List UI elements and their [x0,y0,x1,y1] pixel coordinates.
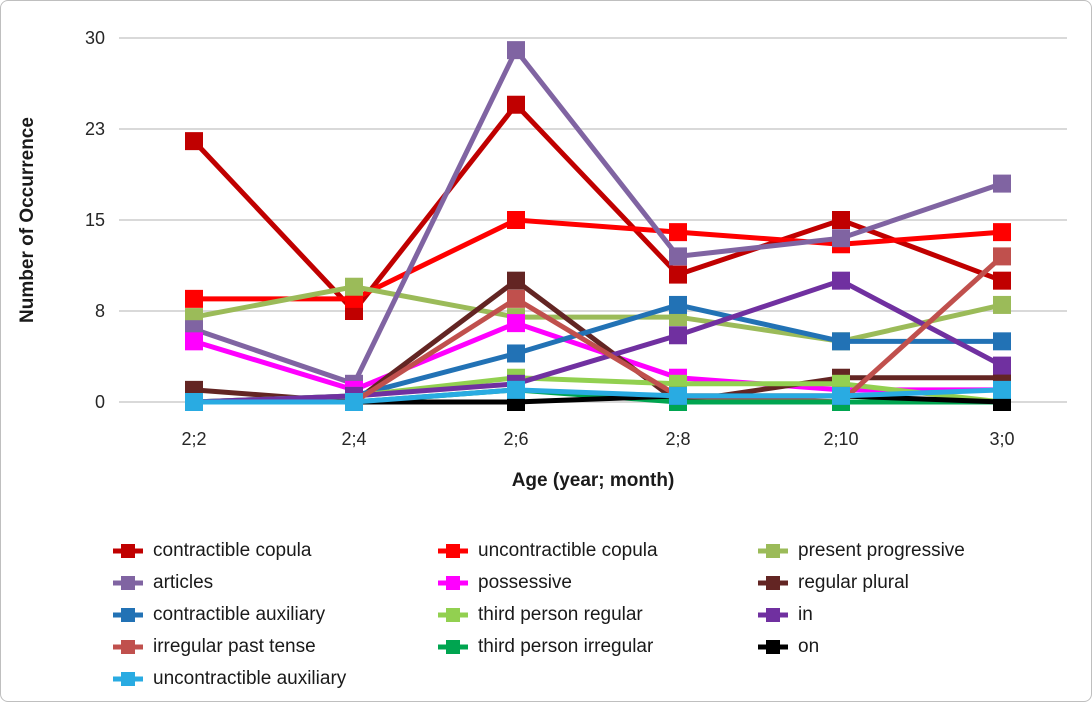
series-line-present-progressive [193,284,1003,344]
series-marker-contractible-auxiliary [993,332,1011,351]
series-marker-contractible-copula [993,271,1011,290]
legend-item: possessive [438,572,758,594]
legend-label: contractible copula [153,540,312,561]
series-layer [185,41,1011,411]
series-line-articles [193,45,1003,387]
legend-item: contractible auxiliary [113,604,438,626]
x-tick-label: 2;2 [181,429,206,449]
y-tick-label: 30 [85,28,105,48]
series-marker-possessive [507,314,525,333]
chart-legend: contractible copula uncontractible copula… [113,535,1088,695]
series-marker-present-progressive [993,295,1011,314]
x-axis-tick-labels: 2;2 2;4 2;6 2;8 2;10 3;0 [181,429,1014,449]
series-marker-contractible-auxiliary [669,295,687,314]
line-chart: 0 8 15 23 30 2;2 2;4 2;6 2;8 2;10 3;0 Number of O… [17,28,1067,491]
legend-item: irregular past tense [113,636,438,658]
legend-label: regular plural [798,572,909,593]
legend-swatch-icon [438,544,468,558]
series-line-uncontractible-auxiliary [194,387,1003,405]
y-tick-label: 8 [95,301,105,321]
series-marker-uncontractible-copula [507,211,525,229]
series-marker-contractible-copula [185,132,203,151]
series-marker-irregular-past-tense [993,247,1011,266]
legend-item: in [758,604,1088,626]
x-tick-label: 2;10 [823,429,858,449]
series-marker-articles [832,229,850,248]
x-tick-label: 2;8 [665,429,690,449]
series-marker-uncontractible-auxiliary [345,393,363,411]
legend-item: present progressive [758,540,1088,562]
series-marker-uncontractible-copula [669,223,687,242]
series-line-in [193,277,1004,405]
series-marker-articles [507,41,525,60]
legend-swatch-icon [113,608,143,622]
legend-swatch-icon [438,608,468,622]
legend-item: articles [113,572,438,594]
legend-swatch-icon [758,608,788,622]
legend-swatch-icon [113,544,143,558]
legend-label: contractible auxiliary [153,604,326,625]
legend-swatch-icon [438,640,468,654]
legend-swatch-icon [438,576,468,590]
legend-item: on [758,636,1088,658]
x-axis-title: Age (year; month) [512,470,675,491]
legend-label: third person irregular [478,636,654,657]
series-marker-uncontractible-auxiliary [185,393,203,411]
legend-swatch-icon [758,576,788,590]
x-tick-label: 2;6 [503,429,528,449]
legend-swatch-icon [113,672,143,686]
legend-item: third person regular [438,604,758,626]
legend-label: possessive [478,572,572,593]
series-marker-uncontractible-auxiliary [507,380,525,399]
legend-item: uncontractible copula [438,540,758,562]
series-marker-uncontractible-copula [185,289,203,308]
legend-item: uncontractible auxiliary [113,668,438,690]
series-marker-in [669,326,687,345]
series-marker-contractible-auxiliary [507,344,525,363]
y-tick-label: 15 [85,210,105,230]
series-marker-contractible-copula [669,265,687,284]
legend-label: irregular past tense [153,636,316,657]
series-marker-articles [669,247,687,266]
series-line-contractible-copula [192,100,1003,315]
y-tick-label: 0 [95,392,105,412]
series-marker-regular-plural [507,271,525,290]
series-marker-present-progressive [345,277,363,296]
y-axis-tick-labels: 0 8 15 23 30 [85,28,105,412]
legend-item: contractible copula [113,540,438,562]
legend-label: in [798,604,813,625]
x-tick-label: 3;0 [989,429,1014,449]
x-tick-label: 2;4 [341,429,366,449]
legend-item: regular plural [758,572,1088,594]
series-marker-uncontractible-auxiliary [669,386,687,405]
series-line-possessive [193,320,1002,393]
legend-swatch-icon [758,544,788,558]
series-marker-in [832,271,850,290]
y-axis-title: Number of Occurrence [17,117,38,323]
series-marker-uncontractible-auxiliary [832,386,850,405]
legend-swatch-icon [758,640,788,654]
series-marker-contractible-auxiliary [832,332,850,351]
legend-label: uncontractible auxiliary [153,668,347,689]
legend-label: on [798,636,820,657]
series-marker-uncontractible-auxiliary [993,380,1011,399]
legend-label: present progressive [798,540,965,561]
series-line-uncontractible-copula [194,217,1003,302]
y-tick-label: 23 [85,119,105,139]
series-marker-uncontractible-copula [993,223,1011,242]
series-marker-irregular-past-tense [507,289,525,308]
series-marker-contractible-copula [832,211,850,229]
series-marker-possessive [185,332,203,351]
legend-label: articles [153,572,214,593]
legend-label: third person regular [478,604,643,625]
series-marker-articles [993,174,1011,193]
legend-label: uncontractible copula [478,540,658,561]
legend-item: third person irregular [438,636,758,658]
series-marker-in [993,356,1011,375]
legend-swatch-icon [113,640,143,654]
legend-swatch-icon [113,576,143,590]
series-marker-contractible-copula [507,95,525,114]
